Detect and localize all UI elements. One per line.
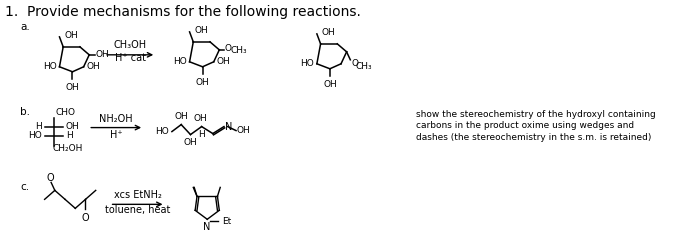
Text: N: N <box>225 121 232 132</box>
Text: HO: HO <box>173 57 187 66</box>
Text: c.: c. <box>20 182 30 192</box>
Text: OH: OH <box>66 122 80 131</box>
Text: b.: b. <box>20 107 31 117</box>
Text: a.: a. <box>20 22 31 32</box>
Text: O: O <box>225 44 232 53</box>
Text: OH: OH <box>184 138 197 147</box>
Text: OH: OH <box>66 83 79 92</box>
Text: OH: OH <box>321 28 335 37</box>
Text: xcs EtNH₂: xcs EtNH₂ <box>114 190 162 200</box>
Text: toluene, heat: toluene, heat <box>105 205 170 215</box>
Text: HO: HO <box>301 59 314 68</box>
Text: OH: OH <box>96 50 110 59</box>
Text: H⁺ cat: H⁺ cat <box>115 53 146 63</box>
Text: OH: OH <box>196 78 210 87</box>
Text: CH₃OH: CH₃OH <box>114 40 146 50</box>
Text: HO: HO <box>155 127 169 136</box>
Text: H⁺: H⁺ <box>110 129 122 140</box>
Text: CHO: CHO <box>56 108 76 117</box>
Text: OH: OH <box>194 26 208 35</box>
Text: OH: OH <box>64 31 78 40</box>
Text: O: O <box>46 173 54 184</box>
Text: CH₃: CH₃ <box>356 62 373 71</box>
Text: HO: HO <box>28 131 42 140</box>
Text: H: H <box>198 130 205 139</box>
Text: OH: OH <box>323 80 337 89</box>
Text: 1.  Provide mechanisms for the following reactions.: 1. Provide mechanisms for the following … <box>5 5 360 19</box>
Text: CH₃: CH₃ <box>230 46 247 55</box>
Text: OH: OH <box>174 112 188 121</box>
Text: Et: Et <box>222 217 231 226</box>
Text: HO: HO <box>43 62 57 71</box>
Text: NH₂OH: NH₂OH <box>99 114 133 124</box>
Text: N: N <box>203 222 210 232</box>
Text: show the stereochemistry of the hydroxyl containing
carbons in the product oxime: show the stereochemistry of the hydroxyl… <box>416 110 656 142</box>
Text: OH: OH <box>217 57 230 66</box>
Text: O: O <box>82 213 90 223</box>
Text: OH: OH <box>194 114 208 123</box>
Text: OH: OH <box>237 126 251 135</box>
Text: CH₂OH: CH₂OH <box>53 144 83 153</box>
Text: O: O <box>351 59 358 68</box>
Text: H: H <box>35 122 42 131</box>
Text: OH: OH <box>87 62 100 71</box>
Text: H: H <box>66 131 73 140</box>
